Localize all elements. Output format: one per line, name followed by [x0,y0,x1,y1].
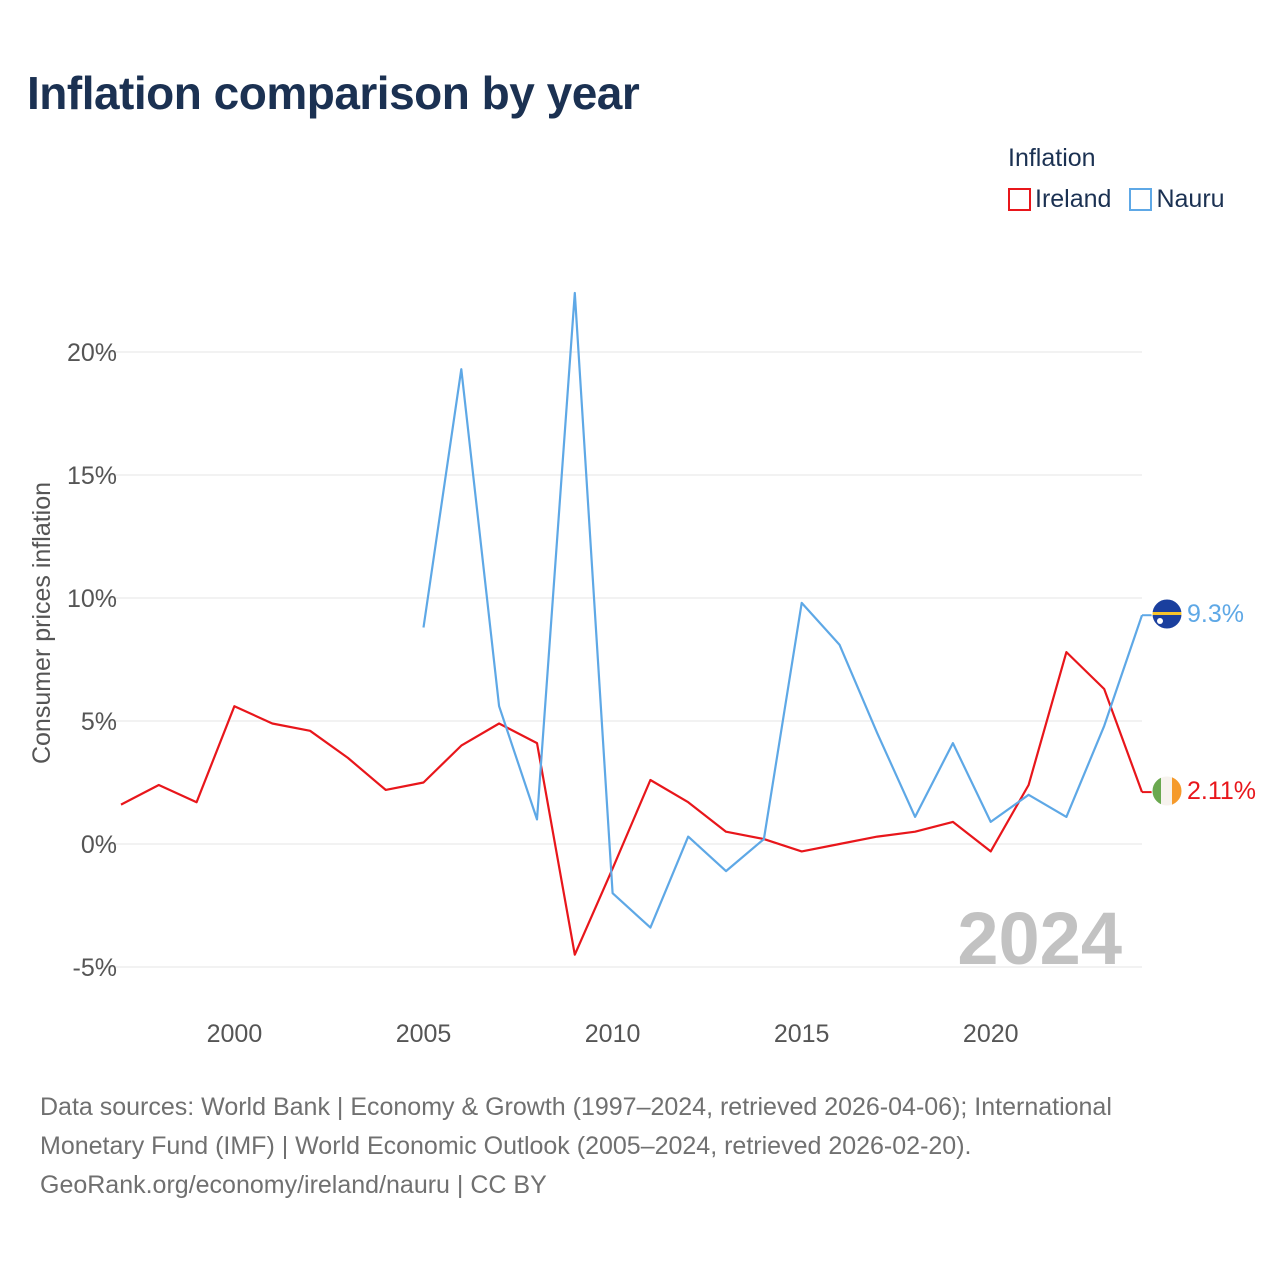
source-line-3[interactable]: GeoRank.org/economy/ireland/nauru | CC B… [40,1171,547,1199]
legend-label-ireland: Ireland [1035,185,1112,213]
y-axis-title: Consumer prices inflation [28,482,56,764]
data-sources: Data sources: World Bank | Economy & Gro… [40,1088,1240,1205]
source-line-2: Monetary Fund (IMF) | World Economic Out… [40,1132,972,1160]
legend-label-nauru: Nauru [1156,185,1225,213]
y-axis-ticks: -5% 0% 5% 10% 15% 20% [67,339,117,982]
x-tick-label: 2005 [396,1020,452,1048]
y-tick-label: 0% [81,831,117,859]
end-label-ireland: 2.11% [1187,777,1256,805]
legend-item-ireland[interactable]: Ireland [1008,185,1111,214]
year-watermark: 2024 [957,897,1122,980]
x-tick-label: 2015 [774,1020,830,1048]
legend-item-nauru[interactable]: Nauru [1129,185,1225,214]
legend: Inflation Ireland Nauru [1008,144,1225,214]
x-tick-label: 2010 [585,1020,641,1048]
series-lines [120,291,1152,956]
y-tick-label: 5% [81,708,117,736]
grid-lines [101,351,1142,968]
x-tick-label: 2000 [207,1020,263,1048]
series-line-ireland[interactable] [120,650,1144,956]
source-line-1: Data sources: World Bank | Economy & Gro… [40,1093,1112,1121]
y-tick-label: 10% [67,585,117,613]
legend-title: Inflation [1008,144,1096,172]
series-line-nauru[interactable] [422,291,1144,929]
chart-title: Inflation comparison by year [27,67,640,119]
x-tick-label: 2020 [963,1020,1019,1048]
y-tick-label: 20% [67,339,117,367]
nauru-flag-icon [1151,598,1183,630]
y-tick-label: 15% [67,462,117,490]
end-label-nauru: 9.3% [1187,600,1244,628]
y-tick-label: -5% [73,954,117,982]
x-axis-ticks: 2000 2005 2010 2015 2020 [207,1020,1019,1048]
ireland-flag-icon [1151,775,1183,807]
legend-swatch-ireland [1008,188,1031,211]
line-chart: -5% 0% 5% 10% 15% 20% 2000 2005 2010 2015 2020 Co… [28,291,1256,1048]
legend-swatch-nauru [1129,188,1153,211]
